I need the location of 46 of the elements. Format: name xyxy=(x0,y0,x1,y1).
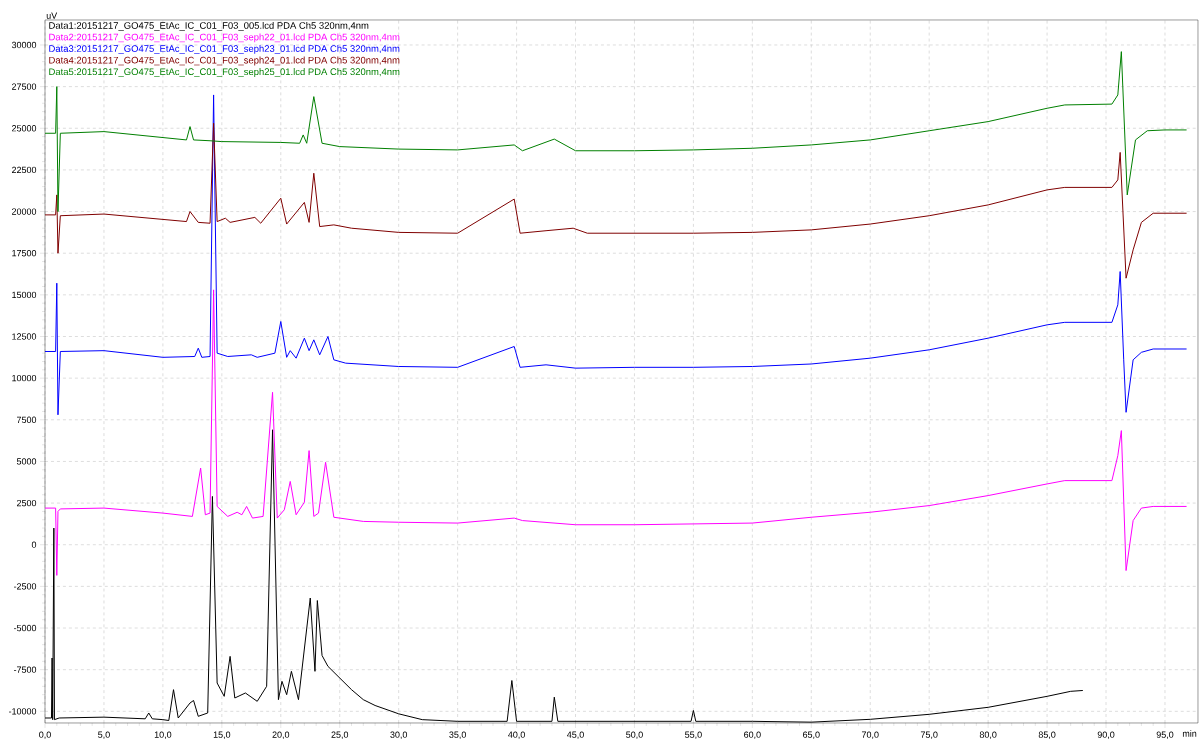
text: Data1:20151217_GO475_EtAc_IC_C01_F03_005.lcd PDA Ch5 320nm,4nm xyxy=(49,21,369,31)
y-tick-label: 22500 xyxy=(12,166,37,174)
y-tick-label: 25000 xyxy=(12,125,37,132)
x-tick-label: 35,0 xyxy=(449,731,466,739)
y-tick-label: 15000 xyxy=(12,291,37,299)
y-tick-label: 0 xyxy=(31,541,37,548)
x-tick-label: 75,0 xyxy=(920,731,938,739)
x-tick-label: 15,0 xyxy=(213,731,231,739)
x-tick-label: 25,0 xyxy=(331,731,349,739)
y-tick-label: 10000 xyxy=(12,374,37,382)
x-tick-label: 0,0 xyxy=(39,731,51,739)
y-tick-label: -7500 xyxy=(13,666,37,673)
x-tick-label: 70,0 xyxy=(861,731,879,739)
y-tick-label: -10000 xyxy=(8,708,37,715)
x-tick-label: 20,0 xyxy=(272,731,290,739)
y-axis-title: uV xyxy=(46,12,58,19)
y-tick-label: -2500 xyxy=(13,583,37,590)
x-tick-label: 60,0 xyxy=(744,731,761,739)
x-tick-label: 10,0 xyxy=(154,731,172,739)
x-tick-label: 55,0 xyxy=(685,731,702,739)
x-tick-label: 5,0 xyxy=(98,731,110,739)
x-tick-label: 80,0 xyxy=(979,731,997,739)
x-tick-label: 90,0 xyxy=(1097,731,1115,739)
y-tick-label: 17500 xyxy=(12,250,37,257)
y-tick-label: -5000 xyxy=(13,624,37,632)
y-tick-label: 2500 xyxy=(17,499,37,507)
x-tick-label: 50,0 xyxy=(626,731,643,739)
y-tick-label: 12500 xyxy=(12,333,37,340)
text: Data2:20151217_GO475_EtAc_IC_C01_F03_seph22_01.lcd PDA Ch5 320nm,4nm xyxy=(49,33,400,43)
x-tick-label: 30,0 xyxy=(390,731,408,739)
line-series xyxy=(45,289,1187,576)
x-axis-title: min xyxy=(1182,730,1197,737)
y-tick-label: 5000 xyxy=(16,458,37,465)
y-tick-label: 20000 xyxy=(12,208,37,215)
y-tick-label: 30000 xyxy=(11,41,37,49)
y-tick-label: 7500 xyxy=(17,416,37,423)
text: Data3:20151217_GO475_EtAc_IC_C01_F03_seph23_01.lcd PDA Ch5 320nm,4nm xyxy=(49,45,400,54)
x-tick-label: 45,0 xyxy=(566,731,584,739)
x-tick-label: 85,0 xyxy=(1038,731,1056,739)
x-tick-label: 95,0 xyxy=(1156,731,1174,739)
series-label: Data5:20151217_GO475_EtAc_IC_C01_F03_seph25_01.lcd PDA Ch5 320nm,4nm xyxy=(49,68,400,77)
text: Data4:20151217_GO475_EtAc_IC_C01_F03_seph24_01.lcd PDA Ch5 320nm,4nm xyxy=(49,56,400,66)
line-series xyxy=(45,94,1187,416)
x-tick-label: 40,0 xyxy=(508,731,525,739)
y-tick-label: 27500 xyxy=(12,83,37,90)
x-tick-label: 65,0 xyxy=(803,731,820,739)
